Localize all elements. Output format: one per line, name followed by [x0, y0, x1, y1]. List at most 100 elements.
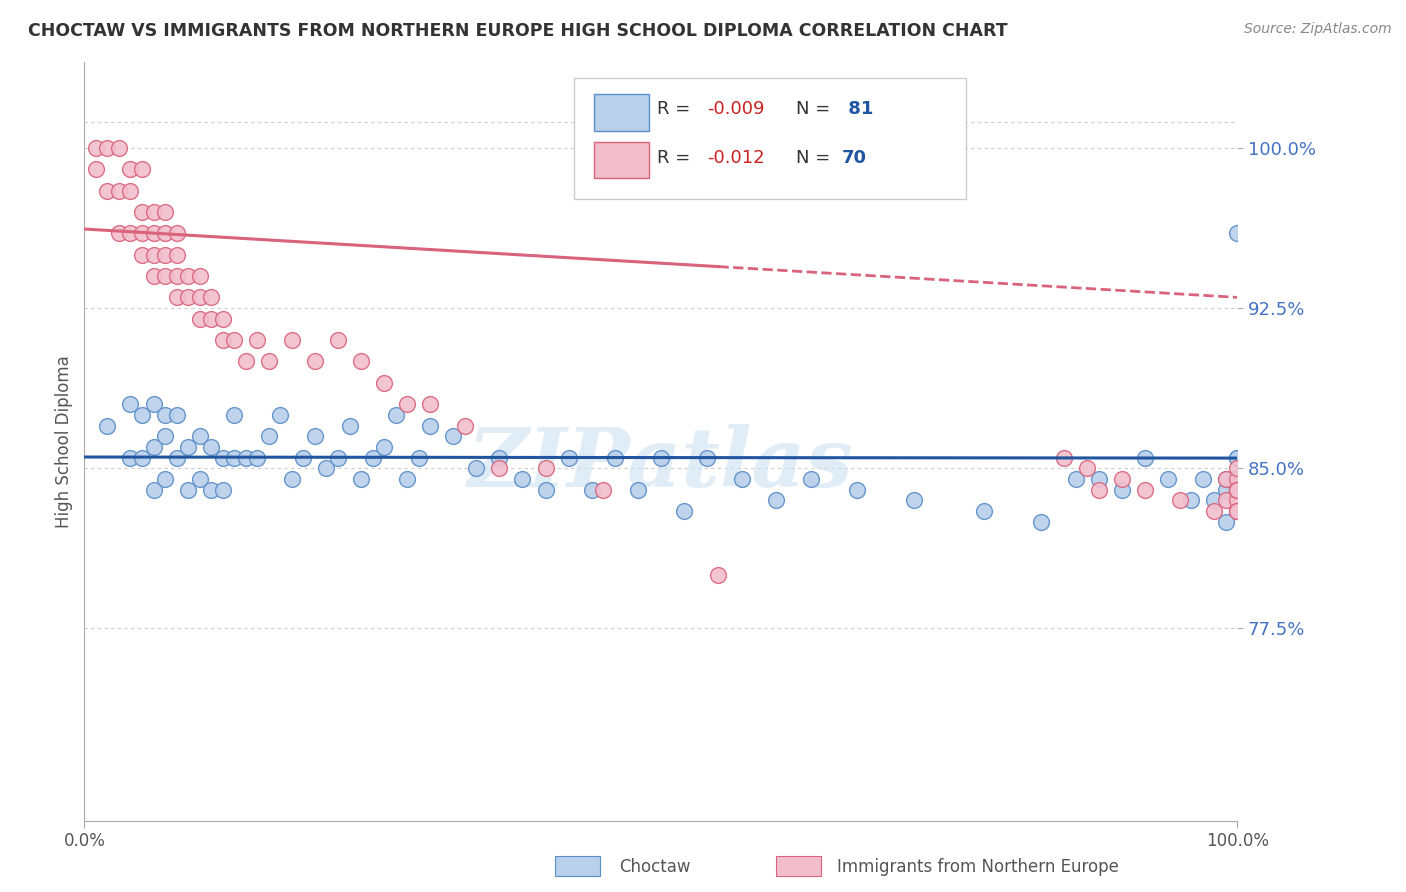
Point [153, 472, 176, 486]
Point [84, 141, 107, 155]
Point [166, 450, 188, 465]
Point [108, 184, 131, 198]
Point [1226, 493, 1249, 508]
Point [419, 397, 441, 411]
Point [419, 418, 441, 433]
Point [142, 440, 165, 454]
Point [1226, 504, 1249, 518]
Point [903, 493, 925, 508]
Point [200, 440, 222, 454]
Point [1168, 493, 1191, 508]
Point [1215, 472, 1237, 486]
Point [211, 311, 233, 326]
Point [131, 408, 153, 422]
Point [1226, 483, 1249, 497]
Point [1226, 472, 1249, 486]
Point [153, 429, 176, 443]
Point [557, 450, 579, 465]
Text: 70: 70 [842, 149, 868, 167]
Point [1064, 472, 1087, 486]
Point [441, 429, 464, 443]
Point [142, 483, 165, 497]
Point [188, 311, 211, 326]
Point [96, 141, 118, 155]
Point [465, 461, 488, 475]
Point [408, 450, 430, 465]
Point [800, 472, 823, 486]
Point [153, 227, 176, 241]
Text: N =: N = [796, 101, 835, 119]
Point [1031, 515, 1053, 529]
Point [131, 205, 153, 219]
Point [131, 227, 153, 241]
Point [211, 333, 233, 347]
Point [1215, 493, 1237, 508]
Point [627, 483, 650, 497]
Text: 81: 81 [842, 101, 873, 119]
Point [707, 568, 730, 582]
Text: -0.012: -0.012 [707, 149, 765, 167]
Point [765, 493, 787, 508]
Point [131, 162, 153, 177]
Point [1111, 472, 1133, 486]
Point [224, 333, 246, 347]
Point [166, 247, 188, 261]
Point [1226, 472, 1249, 486]
Point [488, 461, 510, 475]
Point [235, 450, 257, 465]
Point [1204, 504, 1226, 518]
Point [350, 472, 373, 486]
Point [120, 227, 142, 241]
Point [292, 450, 315, 465]
Point [177, 483, 200, 497]
Point [326, 450, 349, 465]
Point [1215, 515, 1237, 529]
Point [1076, 461, 1098, 475]
Point [1226, 504, 1249, 518]
Point [592, 483, 614, 497]
Point [188, 429, 211, 443]
Point [396, 472, 419, 486]
Point [1226, 483, 1249, 497]
Point [153, 247, 176, 261]
Point [304, 429, 326, 443]
Point [120, 450, 142, 465]
Point [672, 504, 695, 518]
Point [269, 408, 291, 422]
Point [142, 397, 165, 411]
Point [1088, 472, 1111, 486]
Point [188, 268, 211, 283]
Point [200, 483, 222, 497]
Point [973, 504, 995, 518]
Point [281, 472, 304, 486]
Point [534, 461, 557, 475]
Point [84, 162, 107, 177]
Point [166, 227, 188, 241]
Point [1226, 472, 1249, 486]
Point [350, 354, 373, 368]
Point [120, 162, 142, 177]
Point [339, 418, 361, 433]
Point [1157, 472, 1180, 486]
Text: Choctaw: Choctaw [619, 858, 690, 876]
Point [373, 440, 395, 454]
Point [650, 450, 672, 465]
Point [581, 483, 603, 497]
Point [177, 290, 200, 304]
FancyBboxPatch shape [593, 142, 650, 178]
Text: R =: R = [658, 149, 696, 167]
Point [1215, 483, 1237, 497]
Text: R =: R = [658, 101, 696, 119]
Point [200, 311, 222, 326]
Point [166, 290, 188, 304]
Point [1226, 227, 1249, 241]
Point [1226, 504, 1249, 518]
Point [1215, 472, 1237, 486]
Point [224, 450, 246, 465]
Point [1133, 483, 1156, 497]
Point [304, 354, 326, 368]
Point [108, 227, 131, 241]
Point [131, 450, 153, 465]
Point [1088, 483, 1111, 497]
Point [211, 450, 233, 465]
